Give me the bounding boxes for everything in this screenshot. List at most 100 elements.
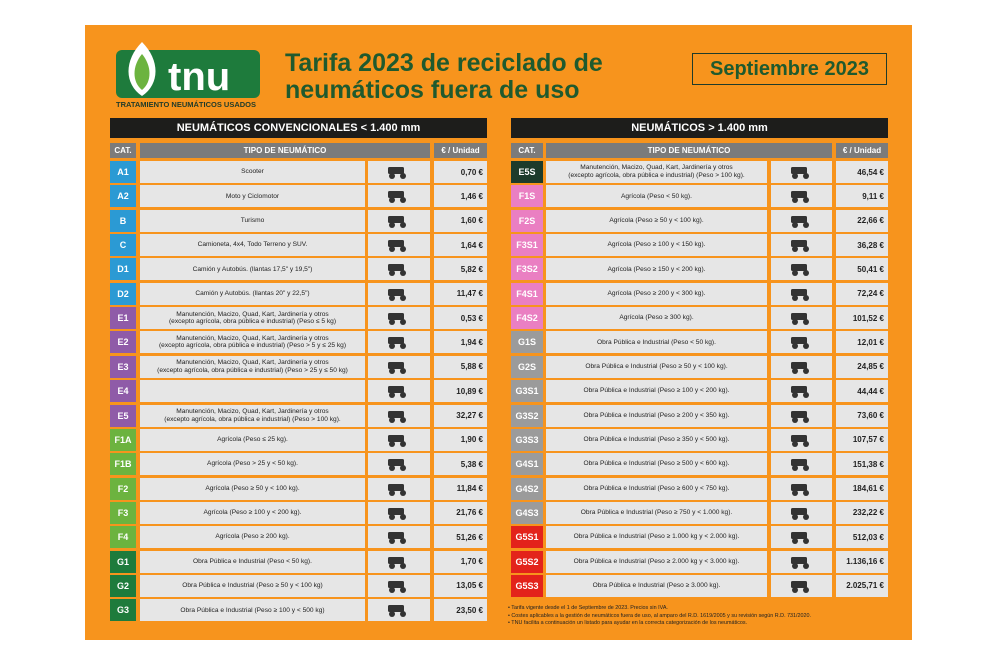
price: 24,85 €: [836, 355, 888, 378]
description-line: Obra Pública e Industrial (Peso ≥ 500 y …: [583, 460, 730, 468]
footnote: • Tarifa vigente desde el 1 de Septiembr…: [508, 605, 668, 611]
price: 10,89 €: [434, 380, 487, 403]
category: E3: [110, 355, 136, 378]
description: Manutención, Macizo, Quad, Kart, Jardine…: [140, 331, 365, 354]
category: G1: [110, 550, 136, 573]
icon-cell: [368, 526, 430, 549]
icon-cell: [368, 453, 430, 476]
price: 1.136,16 €: [836, 550, 888, 573]
description-line: Obra Pública e Industrial (Peso ≥ 1.000 …: [573, 533, 740, 541]
category: F1B: [110, 453, 136, 476]
description: Manutención, Macizo, Quad, Kart, Jardine…: [140, 355, 365, 378]
category: F2S: [511, 209, 543, 232]
category: E4: [110, 380, 136, 403]
icon-cell: [771, 380, 832, 403]
category: F4S1: [511, 282, 543, 305]
price: 9,11 €: [836, 185, 888, 208]
footnote: • TNU facilita a continuación un listado…: [508, 620, 748, 626]
icon-cell: [368, 428, 430, 451]
vehicle-icon: [388, 337, 406, 350]
icon-cell: [771, 477, 832, 500]
description: Obra Pública e Industrial (Peso ≥ 100 y …: [546, 380, 767, 403]
title-line: neumáticos fuera de uso: [285, 76, 580, 104]
category: F3S2: [511, 258, 543, 281]
description: Obra Pública e Industrial (Peso ≥ 50 y <…: [140, 574, 365, 597]
price: 73,60 €: [836, 404, 888, 427]
icon-cell: [771, 331, 832, 354]
description: Obra Pública e Industrial (Peso ≥ 500 y …: [546, 453, 767, 476]
column-header: CAT.: [110, 143, 136, 158]
price: 44,44 €: [836, 380, 888, 403]
icon-cell: [771, 501, 832, 524]
icon-cell: [771, 209, 832, 232]
price: 5,82 €: [434, 258, 487, 281]
vehicle-icon: [790, 288, 809, 301]
description-line: Obra Pública e Industrial (Peso ≥ 750 y …: [580, 509, 733, 517]
description-line: Manutención, Macizo, Quad, Kart, Jardine…: [176, 407, 329, 415]
price: 151,38 €: [836, 453, 888, 476]
description-line: Camión y Autobús. (llantas 20" y 22,5"): [195, 289, 310, 297]
icon-cell: [368, 161, 430, 183]
icon-cell: [771, 185, 832, 208]
description-line: Obra Pública e Industrial (Peso ≥ 600 y …: [583, 484, 730, 492]
description-line: (excepto agrícola, obra pública e indust…: [164, 415, 341, 423]
vehicle-icon: [388, 361, 406, 374]
description: Agrícola (Peso ≤ 25 kg).: [140, 428, 365, 451]
logo-subtitle: TRATAMIENTO NEUMÁTICOS USADOS: [116, 100, 256, 109]
price: 512,03 €: [836, 526, 888, 549]
vehicle-icon: [388, 313, 406, 326]
price: 32,27 €: [434, 404, 487, 427]
icon-cell: [368, 234, 430, 257]
description-line: Agrícola (Peso ≥ 150 y < 200 kg).: [607, 265, 706, 273]
icon-cell: [368, 185, 430, 208]
description-line: Obra Pública e Industrial (Peso ≥ 2.000 …: [573, 557, 740, 565]
description-line: Obra Pública e Industrial (Peso ≥ 50 y <…: [585, 363, 728, 370]
description: Scooter: [140, 161, 365, 183]
category: E5S: [511, 161, 543, 183]
description: Obra Pública e Industrial (Peso ≥ 100 y …: [140, 599, 365, 622]
price: 11,84 €: [434, 477, 487, 500]
category: F3S1: [511, 234, 543, 257]
icon-cell: [368, 404, 430, 427]
vehicle-icon: [790, 264, 809, 277]
price: 5,38 €: [434, 453, 487, 476]
icon-cell: [771, 550, 832, 573]
description: Agrícola (Peso ≥ 100 y < 200 kg).: [140, 501, 365, 524]
category: G5S2: [511, 550, 543, 573]
vehicle-icon: [790, 532, 809, 545]
icon-cell: [771, 355, 832, 378]
description: Obra Pública e Industrial (Peso ≥ 50 y <…: [546, 355, 767, 378]
vehicle-icon: [388, 434, 406, 447]
vehicle-icon: [388, 556, 406, 569]
description-line: Obra Pública e Industrial (Peso < 50 kg)…: [193, 557, 312, 565]
category: G3: [110, 599, 136, 622]
vehicle-icon: [388, 191, 406, 204]
description: Obra Pública e Industrial (Peso ≥ 600 y …: [546, 477, 767, 500]
price: 51,26 €: [434, 526, 487, 549]
description: Agrícola (Peso ≥ 200 kg).: [140, 526, 365, 549]
vehicle-icon: [790, 167, 809, 179]
vehicle-icon: [790, 459, 809, 472]
price: 13,05 €: [434, 574, 487, 597]
vehicle-icon: [790, 386, 809, 399]
description: Camión y Autobús. (llantas 20" y 22,5"): [140, 282, 365, 305]
category: A1: [110, 161, 136, 183]
icon-cell: [368, 599, 430, 622]
price: 2.025,71 €: [836, 574, 888, 597]
description-line: (excepto agrícola, obra pública e indust…: [168, 318, 337, 326]
description-line: Obra Pública e Industrial (Peso ≥ 100 y …: [180, 606, 325, 614]
price: 0,53 €: [434, 307, 487, 330]
description-line: Camión y Autobús. (llantas 17,5" y 19,5"…: [192, 265, 313, 273]
price: 72,24 €: [836, 282, 888, 305]
description-line: Agrícola (Peso > 25 y < 50 kg).: [207, 460, 298, 468]
description: Obra Pública e Industrial (Peso ≥ 200 y …: [546, 404, 767, 427]
price: 21,76 €: [434, 501, 487, 524]
category: C: [110, 234, 136, 257]
icon-cell: [771, 307, 832, 330]
description: Manutención, Macizo, Quad, Kart, Jardine…: [140, 404, 365, 427]
icon-cell: [771, 453, 832, 476]
vehicle-icon: [388, 215, 406, 228]
description-line: Agrícola (Peso ≥ 200 kg).: [215, 533, 290, 541]
category: G4S2: [511, 477, 543, 500]
